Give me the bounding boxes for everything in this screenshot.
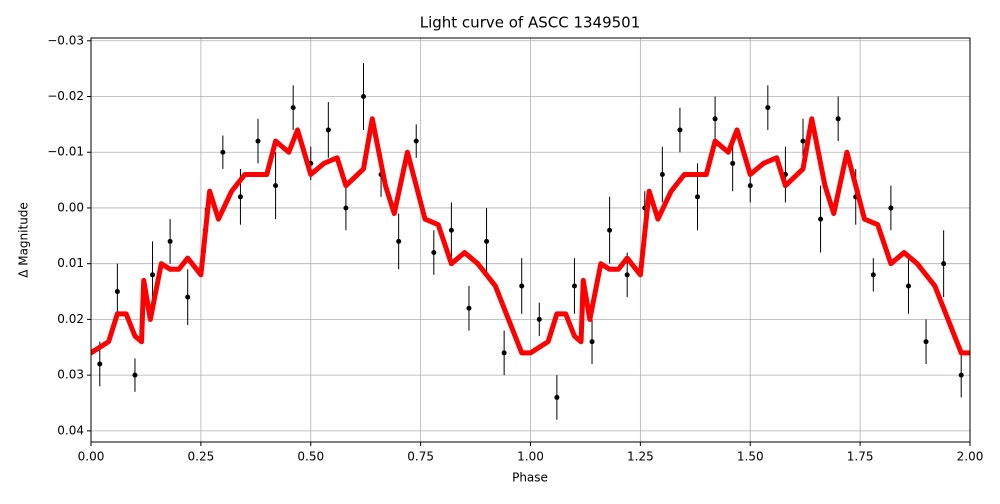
x-axis-label: Phase	[512, 471, 548, 485]
data-point	[607, 227, 613, 233]
y-tick-label: 0.04	[57, 423, 84, 437]
data-point	[448, 227, 454, 233]
x-tick-label: 1.75	[847, 450, 874, 464]
data-point	[589, 339, 595, 345]
data-point	[712, 116, 718, 122]
x-tick-label: 1.25	[627, 450, 654, 464]
x-tick-label: 2.00	[957, 450, 984, 464]
chart-title: Light curve of ASCC 1349501	[420, 14, 641, 32]
y-tick-label: −0.03	[47, 33, 84, 47]
data-point	[941, 261, 947, 267]
data-point	[413, 138, 419, 144]
data-point	[800, 138, 806, 144]
data-point	[870, 272, 876, 278]
data-point	[659, 172, 665, 178]
data-point	[360, 94, 366, 100]
data-point	[624, 272, 630, 278]
data-point	[818, 216, 824, 222]
y-tick-label: −0.02	[47, 89, 84, 103]
data-point	[97, 361, 103, 367]
data-point	[888, 205, 894, 211]
data-point	[290, 105, 296, 111]
data-point	[923, 339, 929, 345]
data-point	[765, 105, 771, 111]
data-point	[484, 238, 490, 244]
data-point	[273, 183, 279, 189]
x-tick-label: 0.50	[297, 450, 324, 464]
data-point	[431, 250, 437, 256]
data-point	[396, 238, 402, 244]
y-tick-label: 0.02	[57, 312, 84, 326]
data-point	[571, 283, 577, 289]
y-tick-label: 0.01	[57, 256, 84, 270]
y-tick-label: 0.00	[57, 200, 84, 214]
data-point	[730, 160, 736, 166]
x-tick-label: 1.50	[737, 450, 764, 464]
x-tick-label: 0.75	[407, 450, 434, 464]
data-point	[958, 372, 964, 378]
data-point	[150, 272, 156, 278]
y-axis-label: Δ Magnitude	[17, 202, 31, 278]
data-point	[237, 194, 243, 200]
data-point	[220, 149, 226, 155]
data-point	[185, 294, 191, 300]
data-point	[905, 283, 911, 289]
data-point	[255, 138, 261, 144]
data-point	[677, 127, 683, 133]
fit-line	[91, 116, 970, 356]
y-tick-label: −0.01	[47, 145, 84, 159]
x-tick-label: 0.00	[78, 450, 105, 464]
data-point	[132, 372, 138, 378]
x-tick-label: 1.00	[517, 450, 544, 464]
x-tick-label: 0.25	[188, 450, 215, 464]
data-point	[747, 183, 753, 189]
data-point	[554, 394, 560, 400]
data-point	[325, 127, 331, 133]
y-tick-label: 0.03	[57, 368, 84, 382]
data-point	[466, 305, 472, 311]
grid	[90, 38, 971, 442]
data-point	[167, 238, 173, 244]
data-point	[519, 283, 525, 289]
data-point	[501, 350, 507, 356]
data-point	[835, 116, 841, 122]
data-point	[114, 289, 120, 295]
plot-area	[91, 63, 970, 420]
data-point	[536, 316, 542, 322]
data-point	[695, 194, 701, 200]
data-point	[343, 205, 349, 211]
